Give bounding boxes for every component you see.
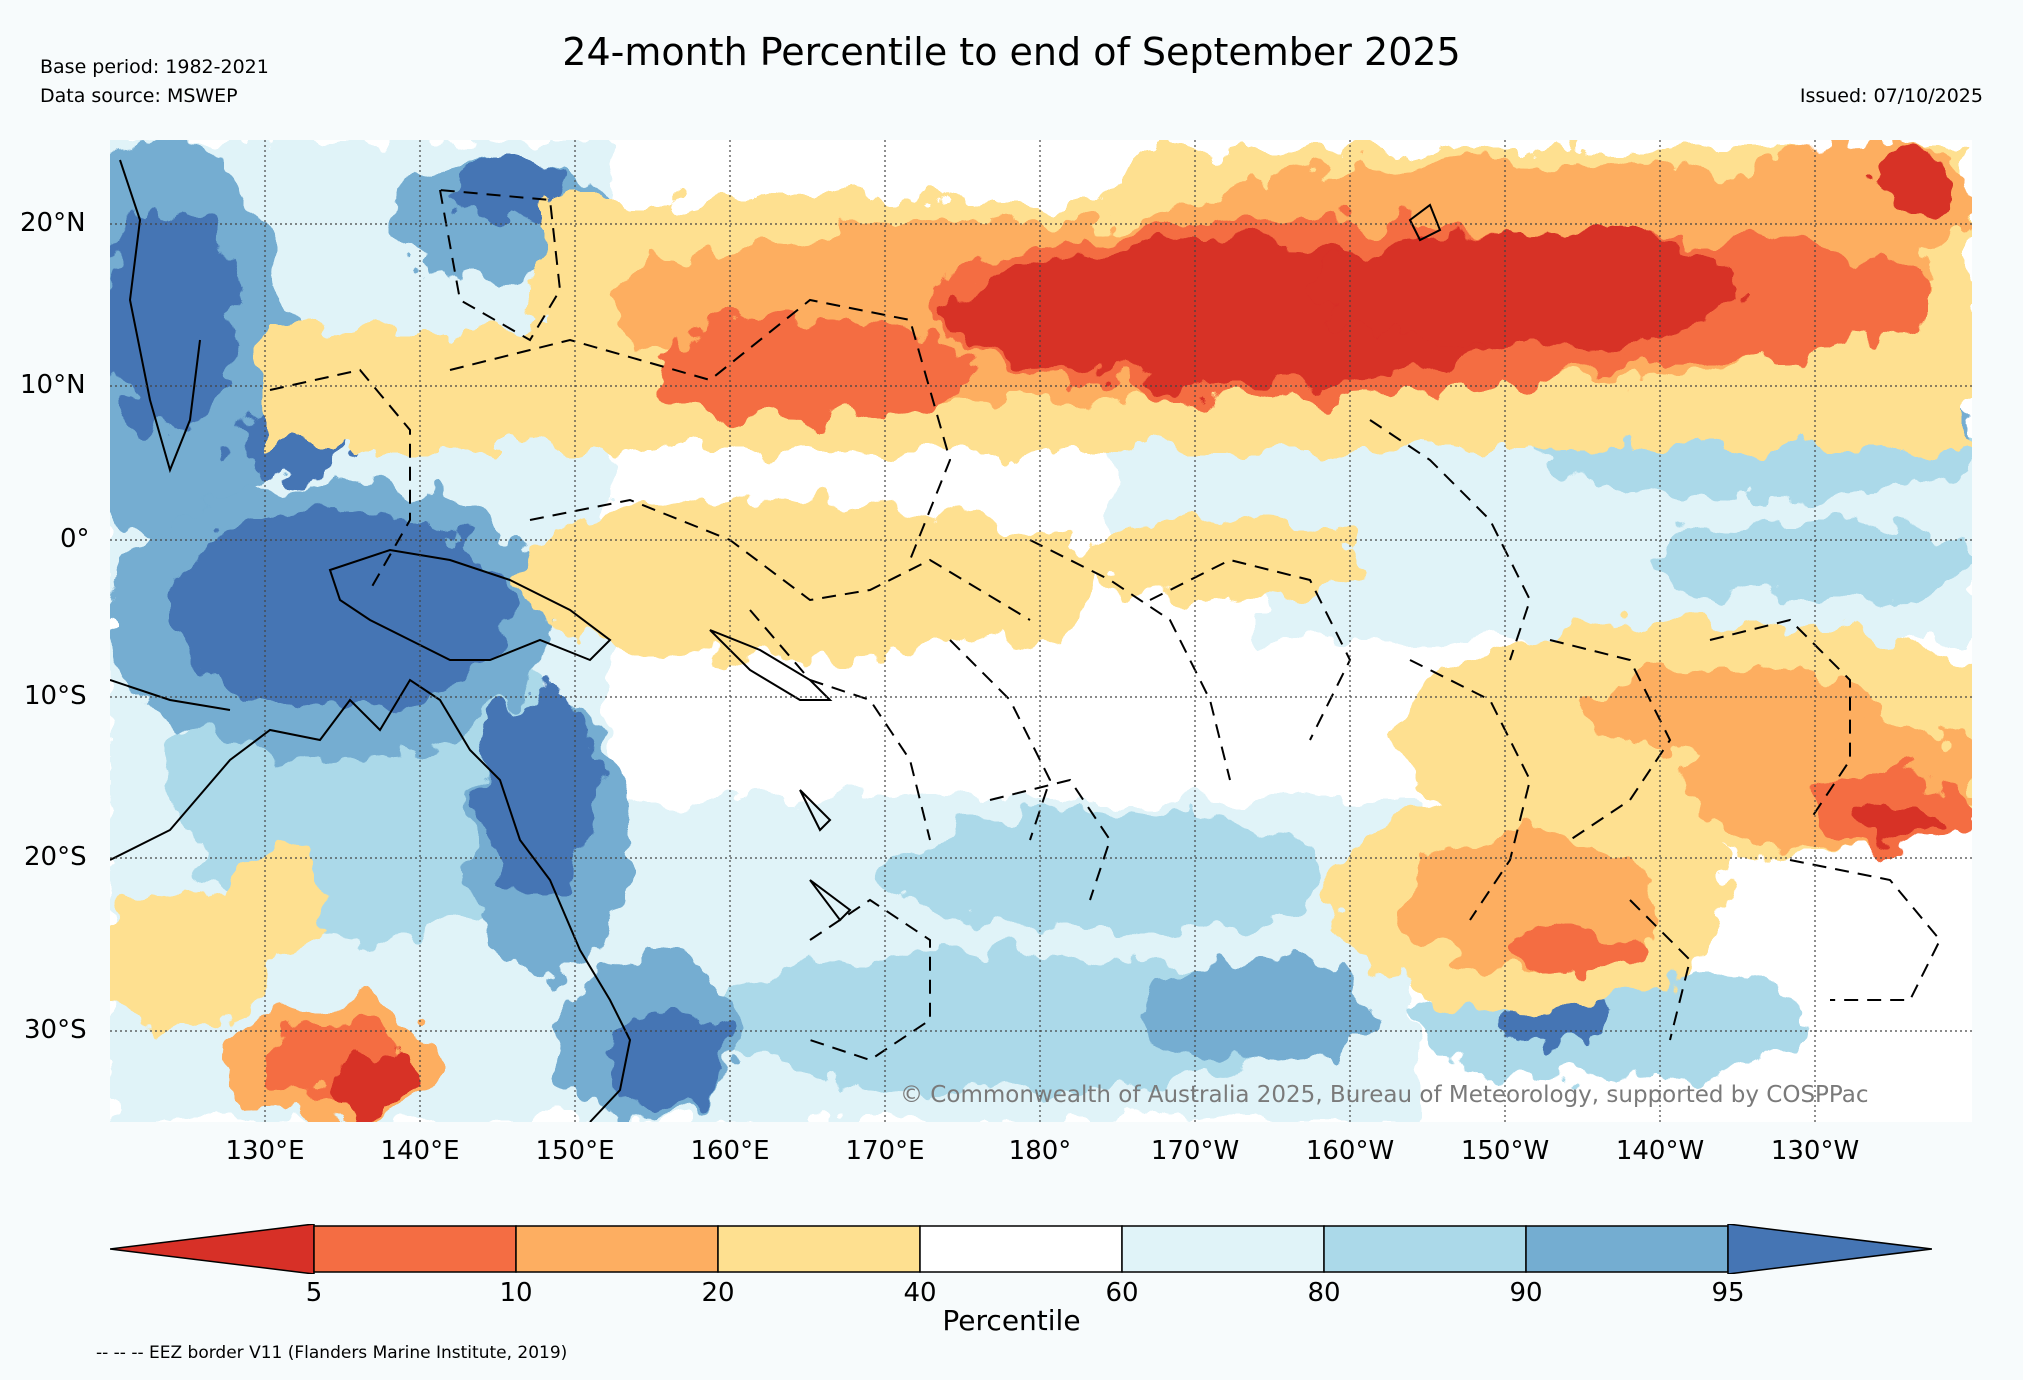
lat-label-30s: 30°S [24, 1015, 87, 1045]
colorbar-segment [919, 1225, 1123, 1273]
lon-label-140w: 140°W [1615, 1136, 1705, 1166]
colorbar-segment [313, 1225, 517, 1273]
eez-borders [269, 188, 1942, 1062]
percentile-map [110, 140, 1972, 1122]
colorbar-tick: 40 [903, 1278, 937, 1308]
lat-label-0: 0° [60, 524, 90, 554]
colorbar-tick: 95 [1711, 1278, 1745, 1308]
lon-label-160e: 160°E [690, 1136, 770, 1166]
colorbar-segment [110, 1224, 315, 1274]
colorbar-tick: 90 [1509, 1278, 1543, 1308]
copyright-notice: © Commonwealth of Australia 2025, Bureau… [900, 1082, 1869, 1108]
colorbar-segment [1525, 1225, 1729, 1273]
colorbar-tick: 20 [701, 1278, 735, 1308]
coastlines [110, 159, 1442, 1122]
lon-label-150e: 150°E [535, 1136, 615, 1166]
lon-label-160w: 160°W [1305, 1136, 1395, 1166]
colorbar-segment [1323, 1225, 1527, 1273]
graticule [110, 140, 1972, 1122]
lon-label-150w: 150°W [1460, 1136, 1550, 1166]
lon-label-170e: 170°E [845, 1136, 925, 1166]
colorbar-segment [1727, 1224, 1932, 1274]
lat-label-20n: 20°N [20, 208, 86, 238]
colorbar-label: Percentile [942, 1304, 1081, 1337]
lon-label-170w: 170°W [1150, 1136, 1240, 1166]
eez-legend-note: -- -- -- EEZ border V11 (Flanders Marine… [96, 1343, 568, 1363]
colorbar-segment [1121, 1225, 1325, 1273]
colorbar-segment [515, 1225, 719, 1273]
precip-fields [110, 140, 1972, 1122]
colorbar-tick: 60 [1105, 1278, 1139, 1308]
issued-date: Issued: 07/10/2025 [1799, 85, 1983, 107]
colorbar-tick: 80 [1307, 1278, 1341, 1308]
colorbar-tick: 10 [499, 1278, 533, 1308]
data-source: Data source: MSWEP [40, 85, 238, 107]
lat-label-20s: 20°S [24, 842, 87, 872]
base-period: Base period: 1982-2021 [40, 56, 269, 78]
lon-label-140e: 140°E [380, 1136, 460, 1166]
chart-title: 24-month Percentile to end of September … [562, 30, 1461, 74]
lon-label-130e: 130°E [225, 1136, 305, 1166]
lat-label-10n: 10°N [20, 370, 86, 400]
colorbar-segment [717, 1225, 921, 1273]
lon-label-180: 180° [1008, 1136, 1072, 1166]
lon-label-130w: 130°W [1770, 1136, 1860, 1166]
colorbar-tick: 5 [305, 1278, 323, 1308]
colorbar [110, 1224, 1932, 1274]
lat-label-10s: 10°S [24, 681, 87, 711]
